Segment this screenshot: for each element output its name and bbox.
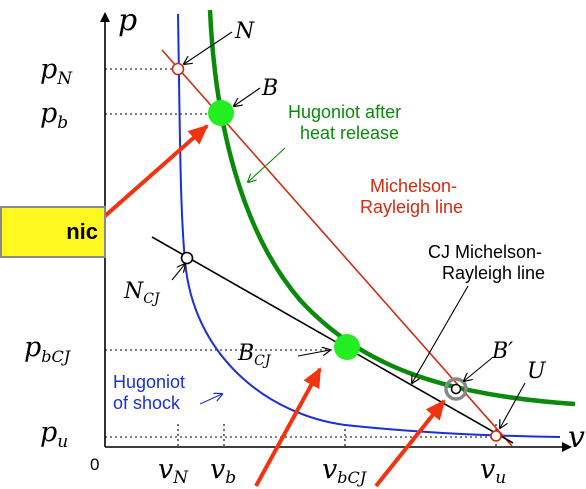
point-B-CJ [334,334,360,360]
label-hugoniot-shock: Hugoniot of shock [113,372,185,413]
callout-box: nic [0,206,106,258]
callout-text: nic [66,219,98,244]
leader-B-CJ [297,350,330,357]
x-tick-vb: vb [210,454,236,488]
pointer-arrow-to-B-CJ [254,367,322,487]
x-axis-label: v [568,420,585,455]
point-U [490,430,502,442]
y-axis-label: p [118,3,137,38]
label-B-CJ: BCJ [237,341,272,369]
leader-B-prime [464,357,493,381]
leader-N [184,31,233,64]
leader-hugoniot-shock [199,394,222,405]
label-hugoniot-after: Hugoniot after heat release [288,102,401,143]
label-B: B [261,76,278,101]
y-tick-pu: pu [40,417,68,452]
leader-N-CJ [171,264,185,281]
leader-U [500,382,526,428]
point-N-CJ [180,251,194,265]
hugoniot-shock-curve [177,13,561,438]
label-N-CJ: NCJ [123,279,161,307]
point-N [171,62,185,76]
cj-rayleigh-line [151,236,514,444]
point-B-prime [450,383,462,395]
label-N: N [234,19,255,44]
label-cj-rayleigh: CJ Michelson-Rayleigh line [428,242,545,283]
origin-label: 0 [90,455,99,474]
leader-hugoniot-after [248,147,286,182]
y-tick-pbCJ: pbCJ [24,332,72,366]
label-B-prime: B′ [491,339,513,364]
leader-B [234,87,261,106]
x-tick-vu: vu [480,454,506,488]
pointer-arrow-to-B-prime [374,399,446,488]
y-tick-pb: pb [40,98,68,133]
x-tick-vN: vN [158,454,189,488]
point-B [208,100,234,126]
y-tick-pN: pN [40,54,73,89]
label-U: U [527,359,547,384]
point-B-prime-ring [444,377,468,401]
label-michelson: Michelson-Rayleigh line [360,176,463,217]
leader-cj-rayleigh [412,285,469,383]
x-tick-vbCJ: vbCJ [322,454,368,487]
